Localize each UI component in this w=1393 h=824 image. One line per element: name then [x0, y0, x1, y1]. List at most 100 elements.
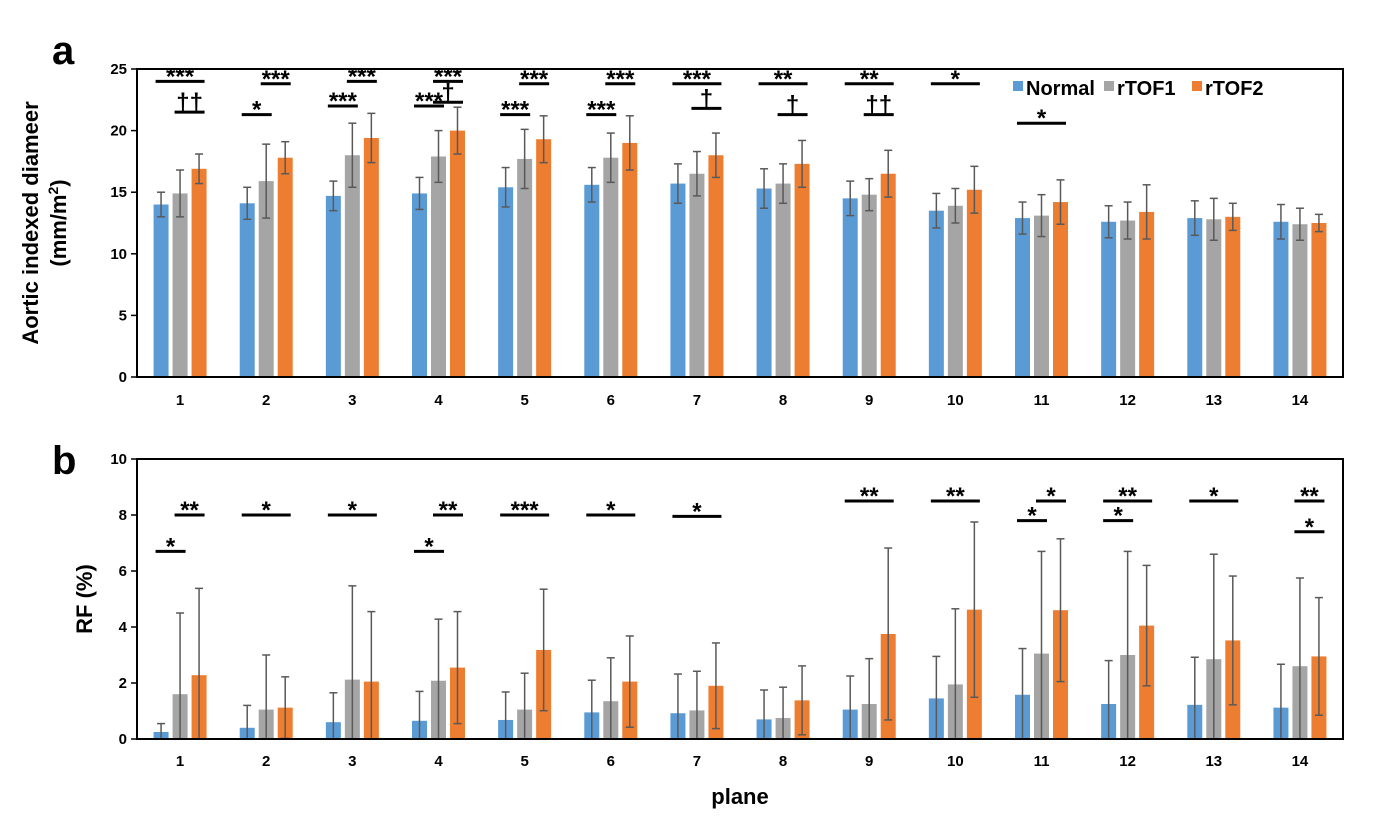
- bar-rTOF2-8: [794, 163, 810, 377]
- significance-label: ***: [683, 66, 712, 93]
- significance-label: †: [700, 85, 713, 112]
- significance-label: *: [1209, 483, 1219, 510]
- bar-Normal-14: [1273, 221, 1289, 377]
- significance-label: **: [1300, 483, 1319, 510]
- y-tick-label: 6: [119, 563, 127, 580]
- y-tick-label: 20: [110, 123, 127, 140]
- x-tick-label: 6: [607, 753, 615, 770]
- bar-rTOF2-1: [191, 168, 207, 377]
- x-tick-label: 14: [1292, 392, 1309, 409]
- x-tick-label: 1: [176, 392, 184, 409]
- significance-label: **: [946, 483, 965, 510]
- bar-Normal-9: [842, 198, 858, 377]
- bar-Normal-13: [1187, 218, 1203, 377]
- bar-rTOF2-4: [450, 130, 465, 377]
- bar-rTOF2-6: [622, 142, 638, 377]
- bar-rTOF2-13: [1225, 216, 1241, 377]
- x-tick-label: 7: [693, 753, 701, 770]
- y-axis-label-superscript: 2: [45, 187, 61, 195]
- bar-rTOF2-12: [1139, 211, 1155, 377]
- significance-label: ***: [501, 97, 530, 124]
- significance-label: ††: [865, 92, 892, 119]
- significance-label: *: [1037, 105, 1047, 132]
- significance-label: *: [1046, 483, 1056, 510]
- x-tick-label: 4: [434, 392, 443, 409]
- significance-label: *: [348, 497, 358, 524]
- y-tick-label: 4: [119, 619, 128, 636]
- panel-letter: b: [52, 439, 76, 483]
- bar-Normal-11: [1015, 218, 1030, 377]
- y-tick-label: 8: [119, 507, 127, 524]
- x-tick-label: 11: [1034, 392, 1050, 409]
- y-tick-label: 15: [110, 184, 127, 201]
- significance-label: †: [441, 79, 454, 106]
- legend-swatch-rTOF1: [1104, 81, 1114, 91]
- significance-label: *: [262, 497, 272, 524]
- significance-label: **: [860, 66, 879, 93]
- bar-Normal-1: [153, 204, 169, 377]
- significance-label: *: [424, 533, 434, 560]
- significance-label: ***: [166, 63, 195, 90]
- x-tick-label: 10: [947, 392, 964, 409]
- y-axis-label: Aortic indexed diameer (mm/m2): [18, 101, 71, 345]
- legend-label-rTOF2: rTOF2: [1205, 78, 1264, 100]
- x-tick-label: 1: [176, 753, 184, 770]
- significance-label: *: [166, 533, 176, 560]
- x-tick-label: 13: [1205, 392, 1222, 409]
- bar-Normal-5: [498, 187, 514, 377]
- x-tick-label: 8: [779, 392, 787, 409]
- bar-Normal-7: [670, 183, 686, 377]
- bar-Normal-8: [756, 188, 772, 377]
- bar-rTOF2-9: [880, 173, 896, 377]
- significance-label: *: [692, 498, 702, 525]
- y-axis-label-line1: Aortic indexed diameer: [18, 101, 43, 345]
- x-tick-label: 4: [434, 753, 443, 770]
- significance-label: *: [1113, 503, 1123, 530]
- significance-label: *: [252, 97, 262, 124]
- y-tick-label: 10: [110, 246, 127, 263]
- bar-rTOF1-13: [1206, 219, 1222, 377]
- significance-label: *: [951, 66, 961, 93]
- y-tick-label: 0: [119, 369, 127, 386]
- significance-label: **: [180, 497, 199, 524]
- significance-label: ***: [434, 63, 463, 90]
- bar-rTOF1-5: [517, 158, 533, 377]
- y-tick-label: 2: [119, 675, 127, 692]
- x-tick-label: 2: [262, 392, 270, 409]
- significance-label: ***: [511, 497, 540, 524]
- bar-rTOF2-3: [363, 137, 379, 377]
- significance-label: *: [1305, 514, 1315, 541]
- legend-label-Normal: Normal: [1026, 78, 1095, 100]
- x-tick-label: 7: [693, 392, 701, 409]
- bar-rTOF2-10: [966, 189, 982, 377]
- bar-rTOF2-11: [1053, 202, 1068, 377]
- significance-label: ††: [176, 89, 203, 116]
- bar-rTOF2-14: [1311, 223, 1327, 377]
- bar-rTOF2-7: [708, 155, 724, 377]
- x-tick-label: 9: [865, 753, 873, 770]
- x-tick-label: 9: [865, 392, 873, 409]
- bar-rTOF1-3: [344, 155, 360, 377]
- bar-rTOF1-6: [603, 157, 619, 377]
- x-tick-label: 14: [1292, 753, 1309, 770]
- significance-label: **: [774, 66, 793, 93]
- bar-rTOF1-9: [861, 194, 877, 377]
- bar-Normal-10: [928, 210, 944, 377]
- bar-rTOF1-7: [689, 173, 705, 377]
- bar-rTOF1-2: [258, 181, 274, 377]
- significance-label: ***: [520, 66, 549, 93]
- bar-rTOF1-11: [1034, 215, 1049, 377]
- x-tick-label: 2: [262, 753, 270, 770]
- plot-frame: [136, 68, 1344, 378]
- y-axis-label-line2: (mm/m: [46, 195, 71, 267]
- panel-letter: a: [52, 29, 75, 73]
- x-axis-label: plane: [711, 784, 768, 809]
- x-tick-label: 5: [520, 392, 528, 409]
- x-tick-label: 6: [607, 392, 615, 409]
- bar-rTOF2-5: [536, 139, 552, 377]
- significance-label: ***: [606, 66, 635, 93]
- significance-label: *: [1027, 503, 1037, 530]
- bar-rTOF1-10: [947, 205, 963, 377]
- x-tick-label: 12: [1119, 392, 1136, 409]
